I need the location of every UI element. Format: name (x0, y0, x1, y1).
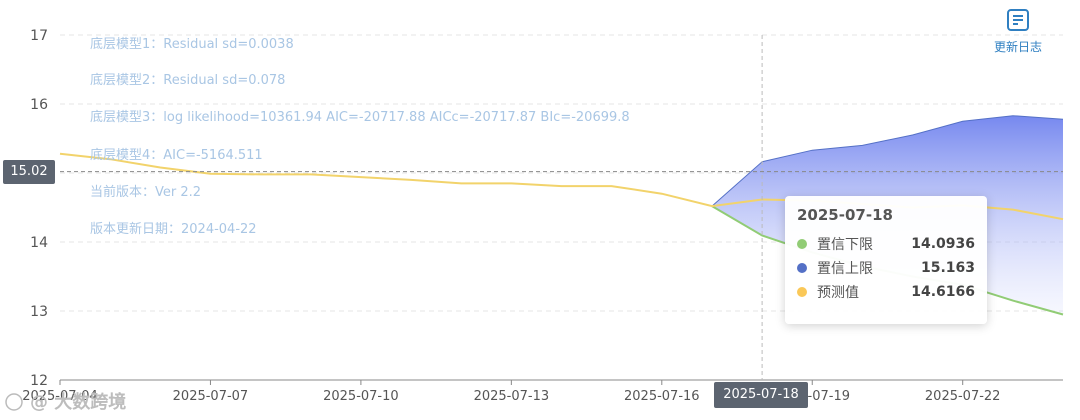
tooltip-name: 预测值 (817, 285, 859, 301)
svg-text:@ 大数跨境: @ 大数跨境 (30, 391, 126, 413)
model-info-line: 底层模型1：Residual sd=0.0038 (90, 37, 294, 52)
tooltip-date: 2025-07-18 (797, 206, 893, 224)
y-tick-label: 17 (30, 28, 48, 44)
crosshair-y-label: 15.02 (3, 160, 55, 184)
tooltip-dot (797, 239, 807, 249)
tooltip: 2025-07-18 置信下限 14.0936 置信上限 15.163 预测值 … (785, 196, 987, 324)
model-info-line: 底层模型3：log likelihood=10361.94 AIC=-20717… (90, 110, 630, 125)
upper-bound-line (711, 115, 1064, 207)
tooltip-row-upper: 置信上限 15.163 (797, 256, 975, 280)
version-line: 当前版本：Ver 2.2 (90, 185, 202, 200)
y-tick-label: 14 (30, 235, 48, 251)
tooltip-value: 14.6166 (911, 284, 975, 300)
update-date-line: 版本更新日期：2024-04-22 (90, 222, 257, 237)
model-info-line: 底层模型2：Residual sd=0.078 (90, 73, 286, 88)
y-tick-label: 13 (30, 304, 48, 320)
tooltip-row-pred: 预测值 14.6166 (797, 280, 975, 304)
x-tick-label: 2025-07-07 (173, 389, 249, 404)
watermark: @ 大数跨境 (5, 391, 126, 413)
model-info-line: 底层模型4：AIC=-5164.511 (90, 148, 263, 163)
x-tick-label: 2025-07-10 (323, 389, 399, 404)
tooltip-row-lower: 置信下限 14.0936 (797, 232, 975, 256)
tooltip-name: 置信下限 (817, 237, 873, 253)
tooltip-dot (797, 287, 807, 297)
x-tick-label: 2025-07-16 (624, 389, 700, 404)
tooltip-value: 15.163 (920, 260, 975, 276)
changelog-label: 更新日志 (993, 40, 1042, 54)
x-tick-label: 2025-07-04 (22, 389, 98, 404)
tooltip-dot (797, 263, 807, 273)
changelog-button[interactable]: 更新日志 (985, 8, 1051, 55)
crosshair-x-label: 2025-07-18 (714, 382, 808, 408)
tooltip-name: 置信上限 (817, 261, 873, 277)
document-icon (1007, 9, 1029, 31)
x-tick-label: 2025-07-22 (925, 389, 1001, 404)
y-tick-label: 16 (30, 97, 48, 113)
tooltip-value: 14.0936 (911, 236, 975, 252)
x-tick-label: 2025-07-13 (474, 389, 550, 404)
y-tick-label: 12 (30, 373, 48, 389)
